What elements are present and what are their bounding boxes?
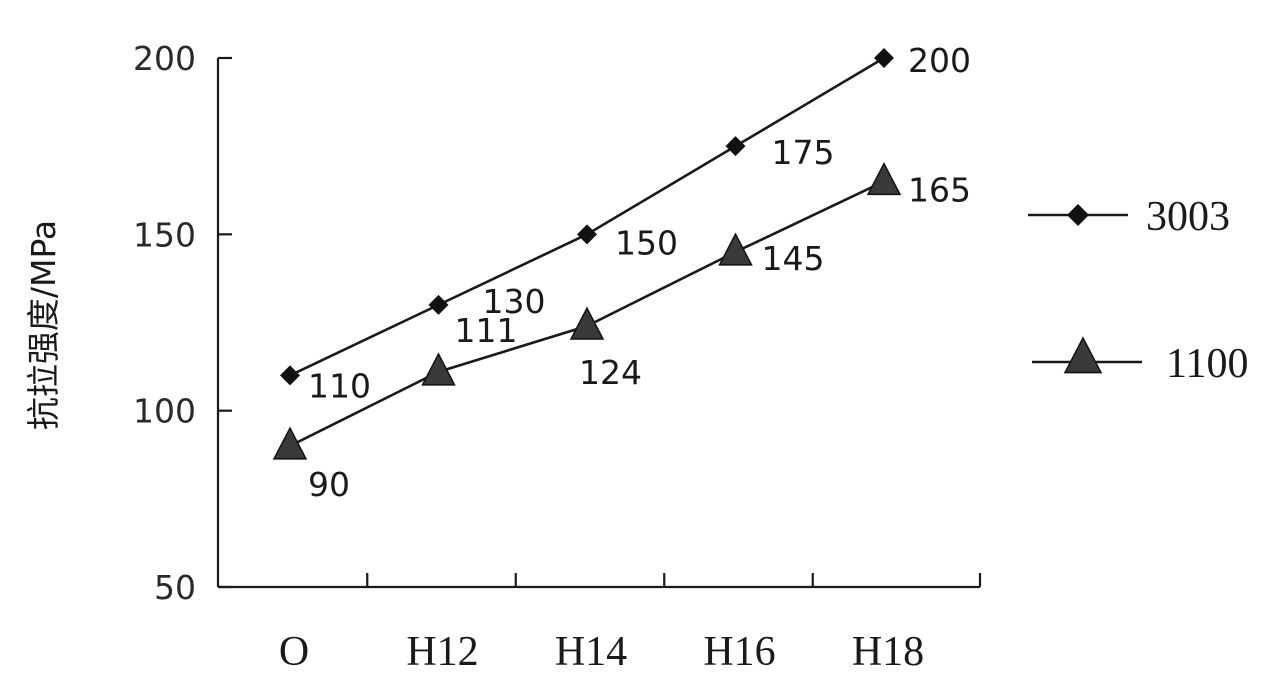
data-label-3003: 150 [615,223,678,262]
data-label-3003: 200 [908,41,971,80]
axes: 50 100 150 200 O H12 H14 H16 H18 [133,39,982,675]
data-label-1100: 145 [762,239,825,278]
data-label-3003: 175 [772,133,835,172]
data-label-1100: 165 [908,170,971,209]
data-label-1100: 111 [455,311,518,350]
data-point-3003 [428,294,449,315]
data-label-3003: 130 [483,282,546,321]
data-label-1100: 124 [579,353,642,392]
x-tick-label: H18 [852,629,924,675]
legend-label-1100: 1100 [1166,341,1248,387]
data-point-1100 [421,352,456,386]
y-tick-label: 200 [133,39,196,78]
data-point-1100 [569,306,605,340]
legend-marker-3003 [1067,204,1089,226]
y-axis-label: 抗拉强度/MPa [24,220,63,430]
data-point-3003 [725,136,746,157]
y-tick-label: 150 [133,215,196,254]
legend-marker-1100 [1063,336,1103,374]
data-labels: 110 130 150 175 200 90 111 124 145 165 [308,41,971,504]
legend-label-3003: 3003 [1146,194,1230,240]
data-label-3003: 110 [308,366,371,405]
x-tick-label: H16 [703,629,775,675]
x-tick-label: H14 [555,629,627,675]
data-point-1100 [866,161,902,196]
x-tick-label: H12 [406,629,478,675]
legend: 3003 1100 [1028,194,1248,387]
x-tick-label: O [279,629,309,675]
data-point-3003 [577,224,597,245]
data-point-1100 [718,232,753,266]
y-tick-label: 50 [154,568,196,607]
series-markers [272,48,902,460]
y-tick-label: 100 [133,392,196,431]
data-label-1100: 90 [308,465,350,504]
data-point-3003 [874,48,894,68]
data-point-3003 [280,365,300,386]
data-point-1100 [272,426,308,460]
